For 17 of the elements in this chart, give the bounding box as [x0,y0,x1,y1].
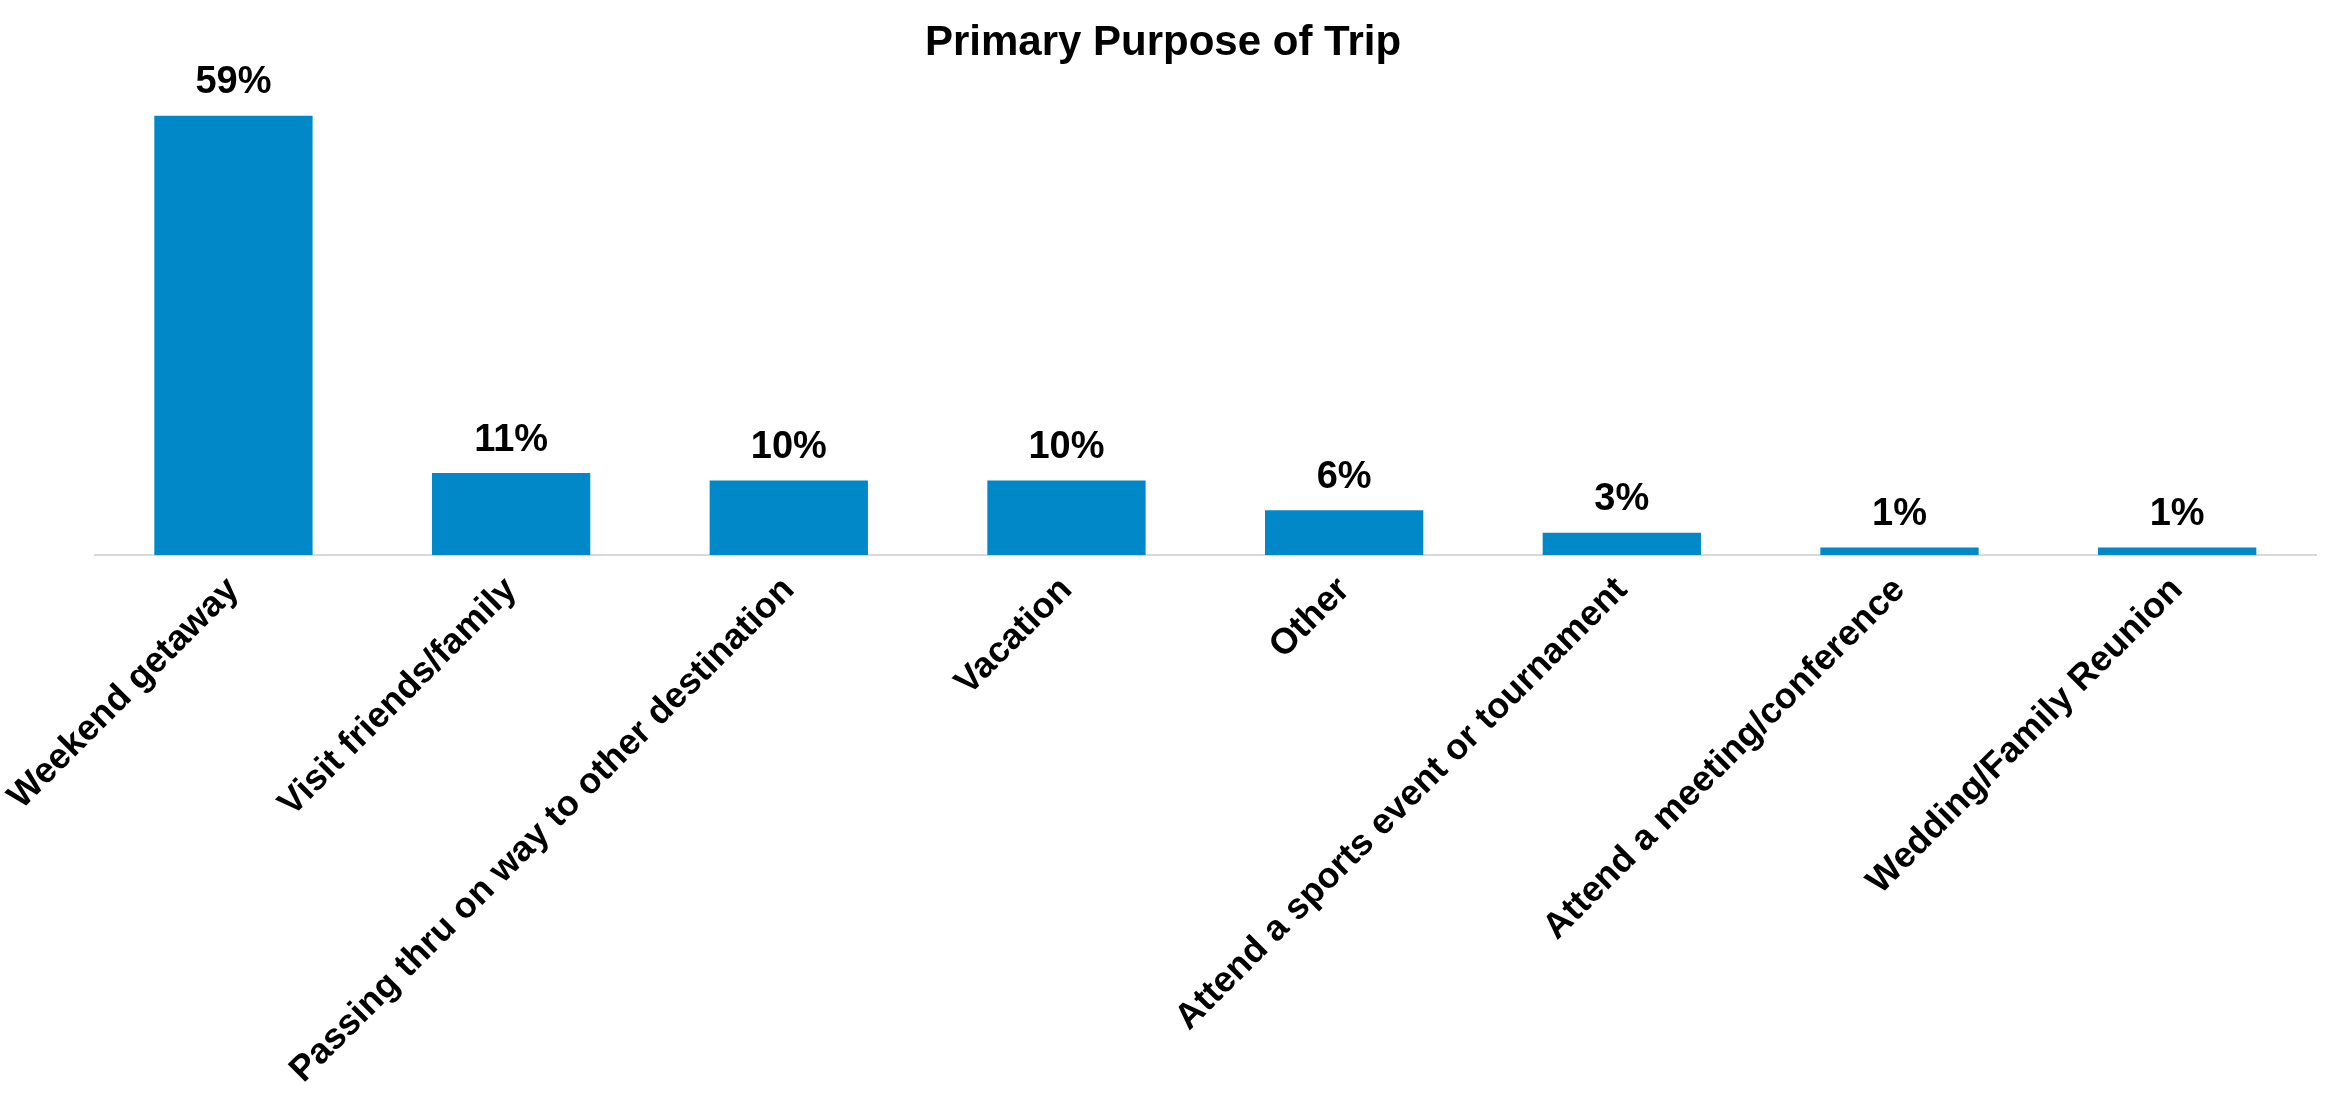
data-label: 1% [1872,491,1927,534]
bar [1265,510,1424,555]
data-label: 59% [195,59,272,102]
data-label: 1% [2149,491,2205,534]
bar [154,115,313,555]
data-label: 6% [1316,453,1372,496]
bar [431,473,591,555]
bar [709,480,868,555]
data-label: 10% [750,424,827,467]
bar [1820,547,1979,555]
chart-title: Primary Purpose of Trip [924,16,1402,64]
bar [2098,547,2257,555]
data-label: 3% [1594,476,1650,519]
data-label: 11% [474,416,549,459]
bar [987,480,1146,555]
bar [1542,532,1701,555]
data-label: 10% [1028,424,1105,467]
